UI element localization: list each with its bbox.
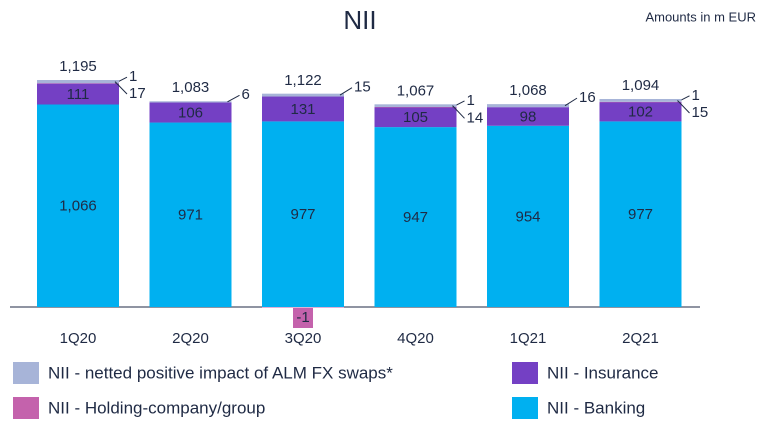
leader-line [227, 94, 240, 103]
x-tick-label: 2Q20 [172, 330, 209, 347]
value-label: 102 [628, 104, 653, 121]
legend-swatch [13, 362, 39, 384]
value-label: 16 [579, 89, 596, 106]
value-label: 17 [129, 85, 146, 102]
leader-line [339, 87, 353, 96]
value-label: 947 [403, 209, 428, 226]
value-label: 98 [520, 108, 537, 125]
bar-segment [149, 102, 232, 123]
value-label: 131 [290, 101, 315, 118]
chart-subtitle: Amounts in m EUR [645, 9, 756, 24]
bar-segment [262, 307, 344, 308]
bar-segment [262, 96, 344, 122]
value-label: 105 [403, 109, 428, 126]
bar-segment [599, 121, 682, 307]
total-label: 1,067 [397, 82, 435, 99]
legend-label: NII - netted positive impact of ALM FX s… [48, 363, 393, 382]
bar-segment [262, 121, 344, 307]
bar-segment [37, 80, 119, 84]
bar-segment [37, 83, 119, 84]
value-label: -1 [296, 309, 309, 326]
bar-segment [374, 127, 457, 308]
bar-segment [262, 93, 344, 97]
x-tick-label: 4Q20 [397, 330, 434, 347]
value-label: 1 [467, 92, 475, 109]
legend-label: NII - Insurance [547, 363, 659, 382]
value-label: 971 [178, 207, 203, 224]
legend-swatch [512, 397, 538, 419]
bar-segment [37, 83, 119, 105]
value-label: 1 [692, 87, 700, 104]
total-label: 1,122 [284, 72, 322, 89]
leader-line [452, 105, 465, 119]
value-label: 15 [354, 79, 371, 96]
chart-title: NII [343, 5, 376, 35]
bar-segment [149, 122, 232, 307]
bar-segment [374, 104, 457, 107]
value-label: 111 [67, 86, 90, 103]
x-tick-label: 2Q21 [622, 330, 659, 347]
value-label: 6 [242, 86, 250, 103]
bar-segment [149, 101, 232, 103]
x-tick-label: 1Q20 [60, 330, 97, 347]
total-label: 1,083 [172, 79, 210, 96]
bar-segment [37, 104, 119, 307]
value-label: 1 [129, 68, 137, 85]
total-label: 1,195 [59, 58, 97, 75]
value-label: 977 [290, 206, 315, 223]
bar-segment [599, 102, 682, 122]
legend-label: NII - Banking [547, 398, 645, 417]
bar-segment [487, 125, 569, 308]
value-label: 15 [692, 104, 709, 121]
legend-swatch [512, 362, 538, 384]
leader-line [564, 97, 578, 107]
leader-line [677, 100, 690, 114]
bar-segment [487, 107, 569, 126]
bar-segment [374, 107, 457, 128]
legend-swatch [13, 397, 39, 419]
value-label: 954 [515, 208, 540, 225]
bar-segment [374, 106, 457, 108]
x-tick-label: 3Q20 [285, 330, 322, 347]
legend-label: NII - Holding-company/group [48, 398, 265, 417]
leader-line [114, 81, 128, 95]
value-label: 14 [467, 109, 484, 126]
bar-segment [487, 104, 569, 108]
bar-segment [599, 101, 682, 103]
bar-segment [599, 98, 682, 102]
total-label: 1,094 [622, 77, 660, 94]
total-label: 1,068 [509, 82, 547, 99]
value-label: 1,066 [59, 198, 97, 215]
label-box [293, 308, 313, 328]
x-tick-label: 1Q21 [510, 330, 547, 347]
value-label: 106 [178, 104, 203, 121]
value-label: 977 [628, 206, 653, 223]
